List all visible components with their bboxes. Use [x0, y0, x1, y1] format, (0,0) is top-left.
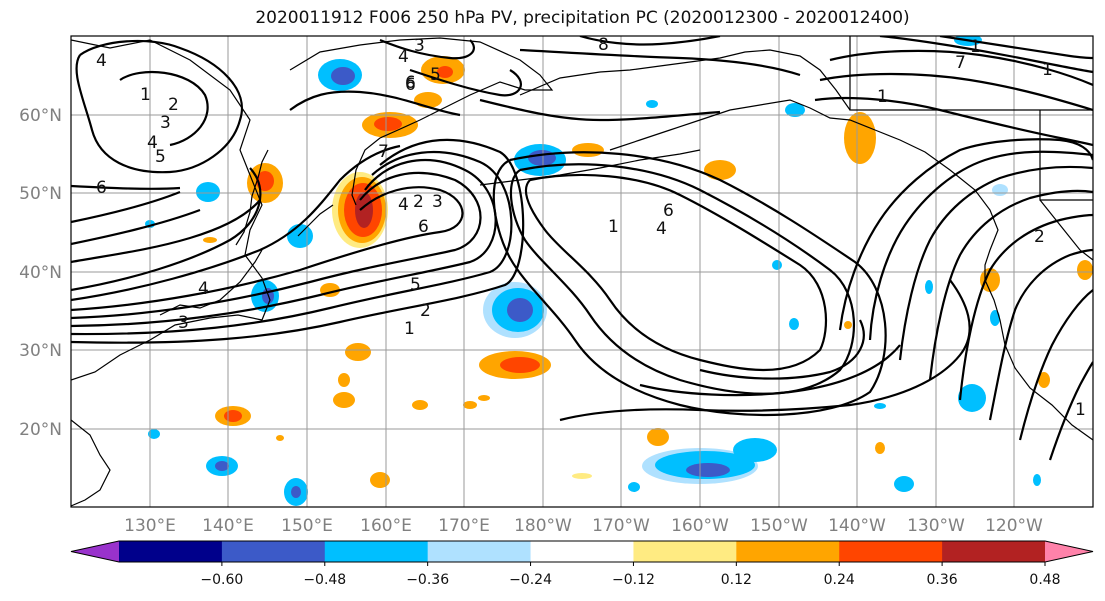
lat-label: 30°N [19, 341, 62, 361]
colorbar-segment [736, 541, 840, 562]
contour-label: 1 [1075, 400, 1086, 420]
lon-label: 140°W [828, 516, 886, 536]
contour-label: 2 [1034, 227, 1045, 247]
lat-label: 50°N [19, 184, 62, 204]
contour-label: 6 [405, 73, 416, 93]
contour-label: 4 [147, 133, 158, 153]
colorbar-segment [633, 541, 737, 562]
contour-label: 6 [418, 217, 429, 237]
contour-labels: 4 1 3 2 4 5 6 5 4 6 8 4 3 2 6 3 7 6 1 2 [96, 35, 1086, 420]
colorbar-segment [839, 541, 943, 562]
contour-label: 5 [430, 65, 441, 85]
colorbar-label: 0.24 [824, 572, 855, 588]
contour-label: 2 [413, 192, 424, 212]
contour-label: 2 [168, 95, 179, 115]
lon-label: 180°W [514, 516, 572, 536]
coastlines [71, 36, 1093, 507]
lon-label: 150°E [281, 516, 333, 536]
graticule [71, 36, 1093, 507]
colorbar-outline [70, 540, 1094, 563]
colorbar: −0.60 −0.48 −0.36 −0.24 −0.12 0.12 0.24 0.36 0.4… [70, 540, 1094, 588]
longitude-labels: 130°E 140°E 150°E 160°E 170°E 180°W 170°… [124, 516, 1043, 536]
contour-label: 6 [405, 75, 416, 95]
contour-label: 1 [1042, 60, 1053, 80]
contour-label: 3 [414, 36, 425, 56]
contour-label: 8 [598, 35, 609, 55]
contour-label: 3 [178, 313, 189, 333]
contour-label: 1 [970, 37, 981, 57]
lat-label: 40°N [19, 263, 62, 283]
latitude-labels: 60°N 50°N 40°N 30°N 20°N [19, 106, 62, 440]
contour-label: 3 [160, 113, 171, 133]
lon-label: 130°W [907, 516, 965, 536]
contour-label: 5 [410, 275, 421, 295]
contour-label: 3 [432, 192, 443, 212]
lon-label: 130°E [124, 516, 176, 536]
contour-label: 7 [378, 142, 389, 162]
colorbar-segment [71, 541, 119, 562]
lon-label: 170°W [592, 516, 650, 536]
colorbar-label: 0.36 [927, 572, 958, 588]
contour-label: 4 [198, 279, 209, 299]
contour-label: 1 [404, 319, 415, 339]
colorbar-segment [427, 541, 532, 562]
contour-label: 1 [877, 87, 888, 107]
colorbar-segment [324, 541, 429, 562]
lon-label: 160°W [671, 516, 729, 536]
contour-label: 4 [656, 219, 667, 239]
colorbar-segment [530, 541, 634, 562]
contour-label: 4 [96, 51, 107, 71]
map-plot-area: 4 1 3 2 4 5 6 5 4 6 8 4 3 2 6 3 7 6 1 2 [70, 35, 1094, 508]
colorbar-label: −0.24 [509, 572, 552, 588]
pv-contours [71, 36, 1093, 461]
contour-label: 1 [608, 217, 619, 237]
lat-label: 20°N [19, 420, 62, 440]
contour-label: 6 [663, 201, 674, 221]
colorbar-label: 0.12 [721, 572, 752, 588]
lat-label: 60°N [19, 106, 62, 126]
colorbar-label: −0.36 [406, 572, 449, 588]
colorbar-label: −0.48 [303, 572, 346, 588]
lon-label: 150°W [750, 516, 808, 536]
colorbar-segment [221, 541, 326, 562]
contour-label: 2 [420, 301, 431, 321]
lon-label: 140°E [202, 516, 254, 536]
contour-label: 7 [955, 53, 966, 73]
lon-label: 120°W [985, 516, 1043, 536]
contour-label: 6 [96, 178, 107, 198]
colorbar-label: −0.60 [200, 572, 243, 588]
contour-label: 4 [398, 195, 409, 215]
lon-label: 170°E [438, 516, 490, 536]
colorbar-segment [942, 541, 1046, 562]
map-title: 2020011912 F006 250 hPa PV, precipitatio… [255, 8, 910, 28]
contour-label: 5 [155, 147, 166, 167]
contour-label: 1 [140, 85, 151, 105]
colorbar-label: 0.48 [1029, 572, 1060, 588]
contour-label: 4 [398, 47, 409, 67]
lon-label: 160°E [360, 516, 412, 536]
colorbar-segment [1045, 541, 1093, 562]
colorbar-segment [119, 541, 223, 562]
colorbar-label: −0.12 [612, 572, 655, 588]
